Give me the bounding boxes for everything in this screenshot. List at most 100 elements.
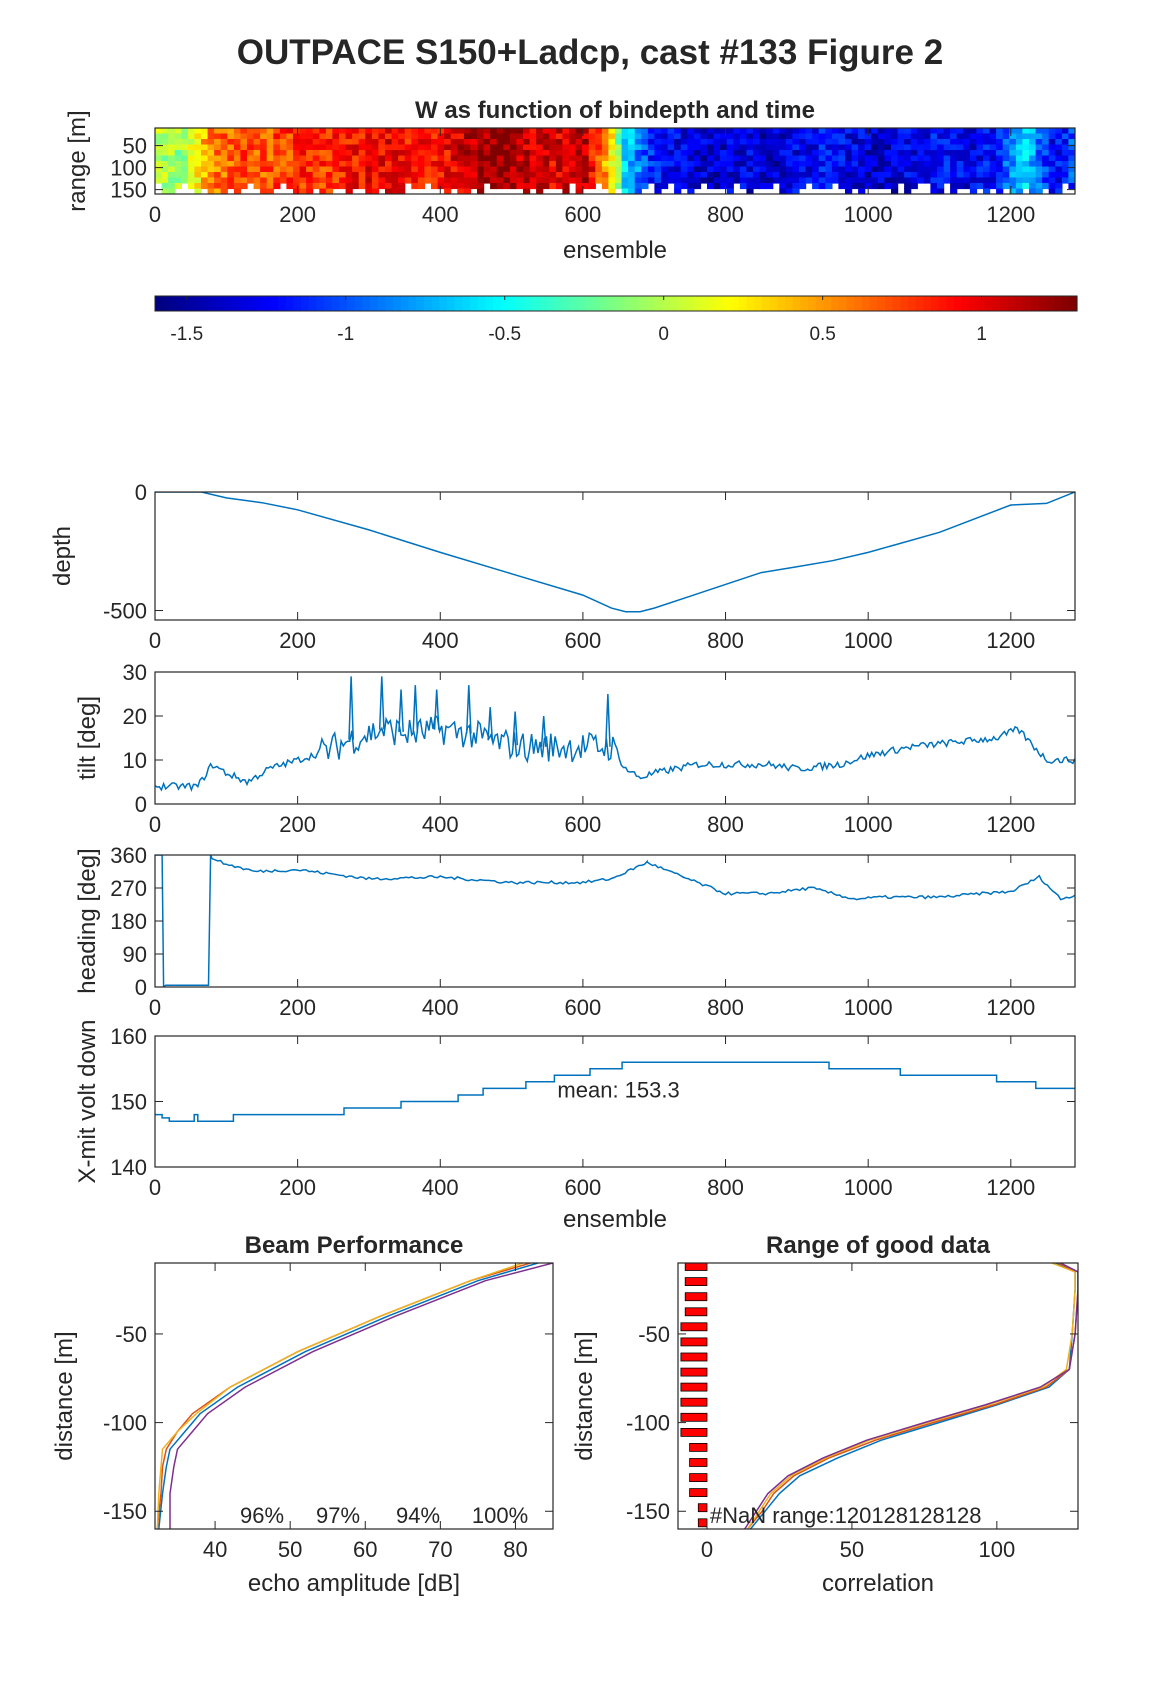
nan-bar [680,1367,708,1377]
colorbar-segment [400,296,410,311]
w-cell [937,139,945,146]
w-cell [733,144,741,151]
w-cell [884,144,892,151]
w-cell [549,139,557,146]
w-cell [1009,128,1017,135]
w-cell [431,183,439,190]
w-cell [496,144,504,151]
colorbar-segment [254,296,264,311]
w-cell [391,150,399,157]
w-cell [674,144,682,151]
w-cell [654,155,662,162]
w-cell [161,166,169,173]
w-cell [956,150,964,157]
w-cell [161,161,169,168]
w-cell [398,183,406,190]
w-cell [536,155,544,162]
w-cell [608,183,616,190]
w-cell [575,166,583,173]
w-cell [194,172,202,179]
w-cell [385,150,393,157]
w-cell [969,183,978,190]
w-cell [496,177,504,184]
w-cell [411,144,419,151]
w-cell [713,177,721,184]
w-cell [818,150,826,157]
w-cell [233,144,242,151]
w-cell [523,188,531,194]
w-cell [693,183,702,190]
nan-bar [684,1263,708,1271]
tilt-spike [512,711,519,746]
w-cell [1002,128,1010,135]
w-cell [753,128,761,135]
w-cell [884,155,892,162]
w-cell [352,183,360,190]
w-cell [220,183,228,190]
w-cell [1068,139,1075,146]
w-cell [457,155,465,162]
w-cell [214,155,222,162]
xmit_volt-xtick-label: 200 [279,1175,316,1200]
depth-xtick-label: 0 [149,628,161,653]
w-cell [371,155,380,162]
w-cell [779,128,787,135]
w-cell [385,188,393,194]
w-cell [240,155,248,162]
colorbar-tick-label: 0.5 [809,324,835,345]
heading-ytick-label: 90 [123,942,147,967]
w-cell [293,144,301,151]
w-cell [404,150,412,157]
w-cell [575,139,583,146]
w-cell [266,128,274,135]
w-cell [365,161,373,168]
w-cell [352,172,360,179]
w-cell [457,133,465,140]
w-cell [286,177,294,184]
colorbar-segment [961,296,971,311]
w-cell [891,139,899,146]
w-cell [779,155,787,162]
w-cell [746,172,754,179]
w-cell [700,155,708,162]
w-cell [490,177,498,184]
w-cell [181,177,189,184]
w-cell [969,139,978,146]
w-cell [983,161,991,168]
w-cell [799,161,807,168]
colorbar-segment [423,296,433,311]
w-cell [260,188,268,194]
w-cell [352,133,360,140]
w-cell [779,166,787,173]
w-cell [1068,128,1075,135]
w-cell [897,139,905,146]
w-cell [989,166,997,173]
w-cell [266,150,274,157]
w_image-ylabel: range [m] [64,110,91,211]
w-cell [490,150,498,157]
w-cell [766,144,774,151]
w-cell [588,150,596,157]
w-cell [457,161,465,168]
w-cell [312,139,320,146]
w-cell [884,161,892,168]
w-cell [253,183,261,190]
w-cell [693,177,702,184]
w-cell [233,161,242,168]
w-cell [463,150,472,157]
w-cell [812,177,820,184]
w-cell [615,150,623,157]
w-cell [365,155,373,162]
w-cell [713,155,721,162]
w-cell [391,128,399,135]
w-cell [1002,183,1010,190]
tilt-xtick-label: 1000 [844,812,893,837]
w-cell [247,150,255,157]
w-cell [910,172,918,179]
w-cell [818,161,826,168]
w-cell [707,172,715,179]
w-cell [424,166,432,173]
w-cell [634,177,642,184]
w-cell [858,166,866,173]
w-cell [713,150,721,157]
